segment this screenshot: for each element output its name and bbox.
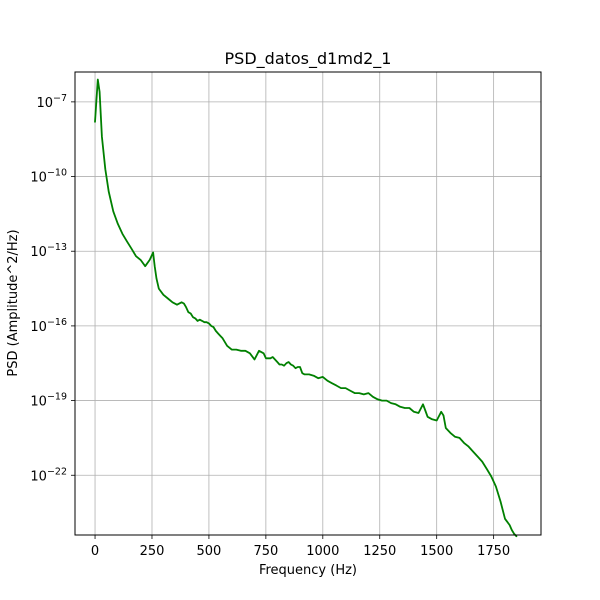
x-tick-label: 500 xyxy=(197,544,222,559)
x-tick-label: 1500 xyxy=(420,544,453,559)
y-tick-label: 10−13 xyxy=(30,242,67,260)
x-tick-label: 250 xyxy=(140,544,165,559)
chart-title: PSD_datos_d1md2_1 xyxy=(225,49,392,69)
y-tick-label: 10−10 xyxy=(30,168,67,186)
y-tick-label: 10−16 xyxy=(30,317,67,335)
y-axis-label: PSD (Amplitude^2/Hz) xyxy=(6,229,21,376)
y-tick-label: 10−19 xyxy=(30,392,67,410)
plot-frame xyxy=(74,71,542,536)
x-tick-label: 1250 xyxy=(363,544,396,559)
x-axis-ticks: 0 250 500 750 1000 1250 1500 1750 xyxy=(91,535,510,559)
y-tick-label: 10−7 xyxy=(36,93,67,111)
y-axis-ticks: 10−7 10−10 10−13 10−16 10−19 10−22 xyxy=(30,93,75,484)
series xyxy=(94,78,518,538)
x-axis-label: Frequency (Hz) xyxy=(259,563,357,578)
y-tick-label: 10−22 xyxy=(30,466,67,484)
x-tick-label: 1000 xyxy=(306,544,339,559)
x-tick-label: 1750 xyxy=(477,544,510,559)
x-tick-label: 750 xyxy=(253,544,278,559)
psd-line xyxy=(94,78,518,538)
x-tick-label: 0 xyxy=(91,544,99,559)
plot-area xyxy=(75,72,541,535)
grid xyxy=(75,72,541,535)
